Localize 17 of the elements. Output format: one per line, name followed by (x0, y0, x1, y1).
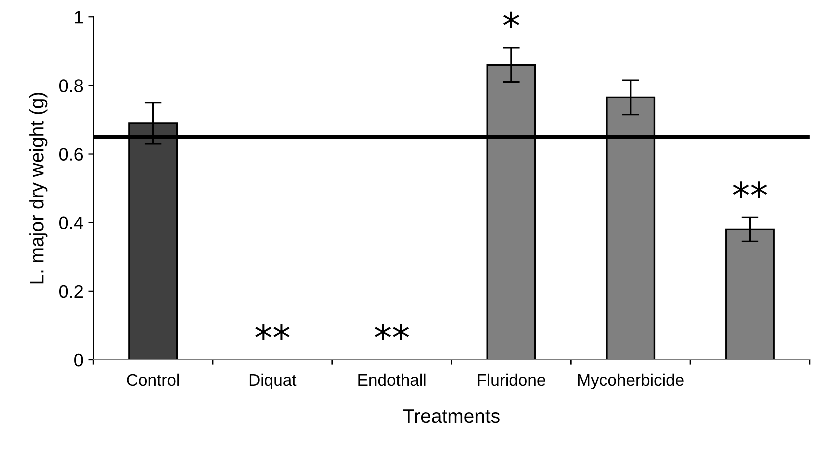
annotation: ** (256, 324, 290, 340)
x-tick-label: Endothall (358, 374, 426, 386)
x-tick-label: Diquat (250, 374, 297, 390)
y-tick-label: 0.8 (59, 80, 84, 92)
x-tick-label: Fluridone (478, 374, 546, 386)
y-tick-label: 0.6 (59, 148, 84, 161)
x-tick-label: Mycoherbicide (578, 374, 684, 390)
y-tick-label: 0.2 (59, 285, 83, 298)
y-tick-label: 1 (75, 11, 84, 24)
x-axis-title: Treatments (403, 410, 500, 424)
x-tick-label: Control (127, 374, 180, 386)
annotation: ** (375, 324, 410, 340)
annotation: ** (733, 182, 768, 198)
y-tick-label: 0.4 (59, 216, 84, 230)
y-tick-label: 0 (74, 354, 84, 367)
y-axis-title: L. major dry weight (g) (30, 93, 48, 284)
annotation: * (504, 12, 520, 28)
